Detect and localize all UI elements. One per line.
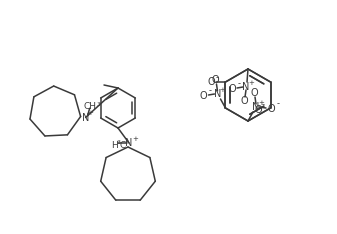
Text: N: N (214, 89, 221, 99)
Text: +: + (88, 110, 94, 116)
Text: -: - (216, 73, 219, 83)
Text: O: O (250, 88, 258, 98)
Text: O: O (255, 105, 262, 115)
Text: +: + (132, 136, 138, 142)
Text: +: + (248, 80, 254, 86)
Text: CH: CH (83, 102, 96, 111)
Text: N: N (82, 113, 89, 123)
Text: 3: 3 (97, 102, 101, 107)
Text: -: - (209, 87, 212, 95)
Text: 3: 3 (117, 140, 121, 146)
Text: O: O (208, 77, 215, 87)
Text: +: + (258, 100, 264, 106)
Text: O: O (228, 84, 236, 94)
Text: N: N (252, 102, 260, 112)
Text: O: O (240, 96, 248, 106)
Text: -: - (262, 100, 265, 110)
Text: N: N (125, 138, 133, 148)
Text: O: O (200, 91, 207, 101)
Text: O: O (267, 104, 275, 114)
Text: -: - (238, 80, 241, 88)
Text: +: + (219, 87, 225, 93)
Text: N: N (242, 82, 250, 92)
Text: O: O (212, 75, 219, 85)
Text: C: C (120, 140, 126, 150)
Text: H: H (111, 140, 117, 150)
Text: -: - (276, 99, 279, 109)
